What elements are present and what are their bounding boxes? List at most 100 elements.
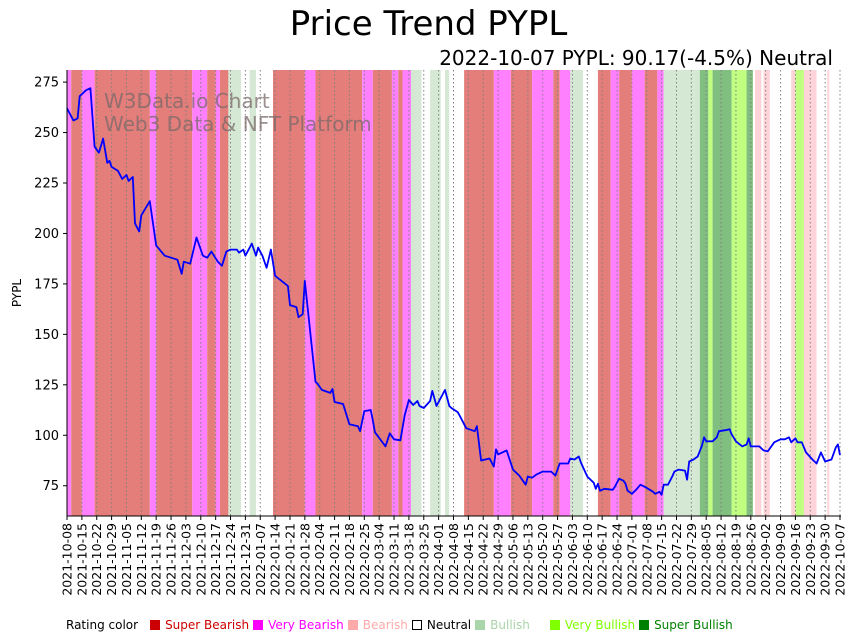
rating-band-neutral [256, 70, 273, 516]
legend-item-super-bullish: Super Bullish [639, 618, 733, 632]
rating-band-very-bullish [731, 70, 747, 516]
legend-swatch [475, 620, 486, 630]
x-tick-label: 2022-04-22 [476, 523, 491, 596]
watermark: W3Data.io Chart Web3 Data & NFT Platform [104, 89, 372, 136]
x-tick-label: 2022-05-20 [535, 523, 550, 596]
chart-title: Price Trend PYPL [289, 4, 568, 44]
x-tick-label: 2022-08-12 [714, 523, 729, 596]
x-tick-label: 2022-03-18 [401, 523, 416, 596]
x-tick-label: 2022-06-17 [595, 523, 610, 596]
legend-swatch [347, 620, 358, 630]
legend-label: Super Bearish [165, 618, 250, 632]
rating-band-bullish [249, 70, 257, 516]
rating-band-bullish [228, 70, 242, 516]
rating-band-super-bearish [597, 70, 611, 516]
rating-band-very-bearish [402, 70, 412, 516]
rating-band-very-bearish [657, 70, 664, 516]
rating-band-super-bearish [315, 70, 363, 516]
x-tick-label: 2021-10-29 [104, 523, 119, 596]
rating-band-neutral [761, 70, 764, 516]
rating-band-super-bearish [219, 70, 229, 516]
x-tick-label: 2022-01-07 [253, 523, 268, 596]
rating-band-neutral [816, 70, 828, 516]
rating-band-neutral [440, 70, 446, 516]
legend-item-super-bearish: Super Bearish [150, 618, 249, 632]
rating-band-super-bearish [71, 70, 82, 516]
legend-items: Super Bearish Very Bearish Bearish Neutral B… [150, 618, 737, 632]
rating-band-neutral [241, 70, 250, 516]
x-tick-label: 2021-12-17 [208, 523, 223, 596]
rating-band-super-bearish [510, 70, 533, 516]
rating-band-very-bearish [532, 70, 554, 516]
rating-band-very-bearish [493, 70, 511, 516]
legend: Rating color Super Bearish Very Bearish Be… [66, 618, 737, 632]
rating-band-very-bearish [215, 70, 220, 516]
x-tick-label: 2022-06-03 [565, 523, 580, 596]
x-tick-label: 2022-09-09 [773, 523, 788, 596]
x-tick-label: 2022-04-08 [446, 523, 461, 596]
rating-band-bearish [755, 70, 762, 516]
x-tick-label: 2022-09-23 [803, 523, 818, 596]
price-line [66, 87, 841, 496]
x-tick-label: 2022-10-07 [833, 523, 848, 596]
x-tick-label: 2022-02-18 [342, 523, 357, 596]
x-tick-label: 2021-10-08 [60, 523, 75, 596]
rating-band-very-bullish [795, 70, 804, 516]
x-tick-label: 2022-03-04 [372, 523, 387, 596]
y-tick-label: 225 [34, 177, 59, 192]
x-tick-label: 2022-03-25 [416, 523, 431, 596]
rating-band-bullish [663, 70, 700, 516]
rating-band-neutral [829, 70, 840, 516]
rating-band-very-bearish [391, 70, 399, 516]
y-tick-label: 150 [34, 328, 59, 343]
rating-band-super-bullish [699, 70, 709, 516]
rating-band-bearish [803, 70, 817, 516]
y-tick-label: 100 [34, 429, 59, 444]
rating-band-bearish [827, 70, 830, 516]
rating-band-bearish [791, 70, 796, 516]
rating-band-super-bearish [644, 70, 658, 516]
rating-band-very-bearish [192, 70, 208, 516]
x-tick-label: 2022-09-16 [788, 523, 803, 596]
rating-band-very-bearish [559, 70, 571, 516]
rating-band-very-bearish [149, 70, 157, 516]
rating-band-very-bearish [631, 70, 645, 516]
rating-band-very-bearish [610, 70, 620, 516]
x-tick-label: 2022-05-13 [520, 523, 535, 596]
legend-label: Very Bearish [268, 618, 344, 632]
watermark-line-2: Web3 Data & NFT Platform [104, 112, 372, 136]
x-tick-label: 2021-11-19 [149, 523, 164, 596]
x-tick-label: 2021-12-10 [193, 523, 208, 596]
rating-bands [67, 70, 840, 516]
rating-band-bullish [445, 70, 450, 516]
rating-band-very-bearish [67, 70, 72, 516]
rating-band-super-bullish [746, 70, 753, 516]
price-series [66, 87, 841, 496]
x-tick-label: 2022-07-08 [639, 523, 654, 596]
legend-item-very-bearish: Very Bearish [253, 618, 344, 632]
x-tick-label: 2022-09-30 [818, 523, 833, 596]
x-tick-label: 2021-10-15 [74, 523, 89, 596]
x-tick-label: 2021-10-22 [89, 523, 104, 596]
rating-band-bullish [430, 70, 441, 516]
y-tick-label: 275 [34, 76, 59, 91]
rating-band-super-bearish [398, 70, 403, 516]
rating-band-super-bearish [372, 70, 392, 516]
x-tick-label: 2022-07-22 [669, 523, 684, 596]
y-tick-label: 250 [34, 126, 59, 141]
x-tick-label: 2022-07-29 [684, 523, 699, 596]
rating-band-super-bullish [712, 70, 732, 516]
rating-band-bearish [763, 70, 770, 516]
rating-band-super-bearish [619, 70, 632, 516]
x-tick-label: 2022-07-01 [624, 523, 639, 596]
rating-band-neutral [449, 70, 465, 516]
x-tick-label: 2022-07-15 [654, 523, 669, 596]
x-tick-label: 2022-02-11 [327, 523, 342, 596]
rating-band-very-bullish [708, 70, 713, 516]
x-tick-label: 2022-03-11 [387, 523, 402, 596]
x-tick-label: 2022-06-10 [580, 523, 595, 596]
legend-title: Rating color [66, 618, 139, 632]
legend-item-neutral: Neutral [411, 618, 471, 632]
